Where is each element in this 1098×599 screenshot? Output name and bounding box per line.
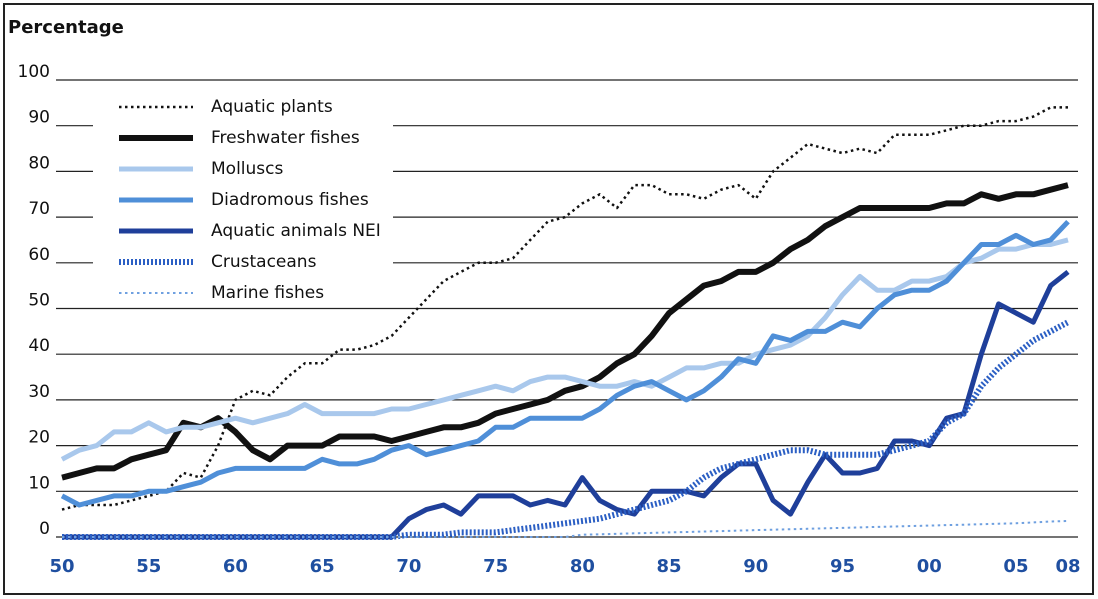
legend-label: Crustaceans xyxy=(211,252,317,272)
legend-label: Diadromous fishes xyxy=(211,190,369,210)
series-line xyxy=(60,219,1070,508)
y-tick-label: 90 xyxy=(28,108,50,128)
series-line xyxy=(60,237,1069,462)
x-tick-label: 75 xyxy=(483,556,508,577)
y-tick-label: 10 xyxy=(28,473,50,493)
y-tick-label: 70 xyxy=(28,199,50,219)
y-tick-label: 30 xyxy=(28,382,50,402)
y-tick-label: 40 xyxy=(28,336,50,356)
x-tick-label: 00 xyxy=(917,556,942,577)
y-tick-label: 50 xyxy=(28,291,50,311)
legend-label: Marine fishes xyxy=(211,283,324,303)
y-tick-label: 20 xyxy=(28,428,50,448)
x-tick-label: 60 xyxy=(223,556,248,577)
legend-label: Molluscs xyxy=(211,159,283,179)
legend-label: Aquatic animals NEI xyxy=(211,221,381,241)
x-tick-label: 90 xyxy=(743,556,768,577)
y-tick-label: 100 xyxy=(18,62,50,82)
x-tick-label: 55 xyxy=(136,556,161,577)
x-tick-label: 85 xyxy=(657,556,682,577)
x-tick-label: 05 xyxy=(1003,556,1028,577)
series-line xyxy=(61,106,1068,511)
x-tick-label: 80 xyxy=(570,556,595,577)
x-tick-label: 08 xyxy=(1055,556,1080,577)
x-tick-label: 65 xyxy=(310,556,335,577)
series-line xyxy=(62,269,1070,540)
x-tick-label: 50 xyxy=(49,556,74,577)
x-tick-label: 95 xyxy=(830,556,855,577)
y-tick-label: 0 xyxy=(39,519,50,539)
y-tick-label: 60 xyxy=(28,245,50,265)
x-tick-label: 70 xyxy=(396,556,421,577)
y-tick-label: 80 xyxy=(28,153,50,173)
legend-label: Freshwater fishes xyxy=(211,128,360,148)
chart-title: Percentage xyxy=(8,17,124,38)
series-line xyxy=(61,182,1069,481)
legend-label: Aquatic plants xyxy=(211,97,333,117)
